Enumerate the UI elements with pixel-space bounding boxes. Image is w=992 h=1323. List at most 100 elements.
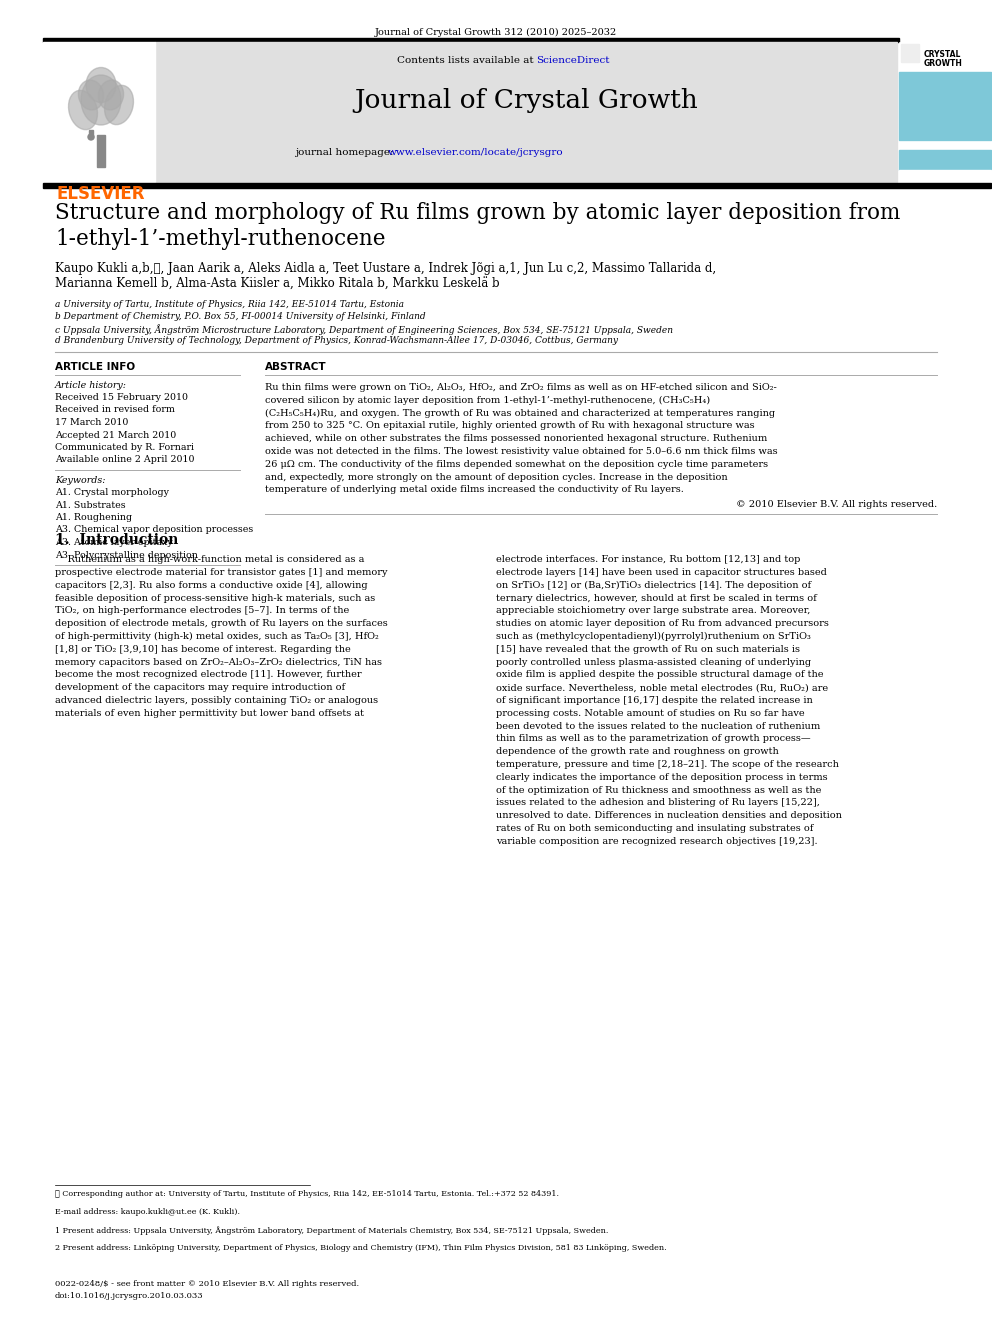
Bar	[901, 44, 919, 62]
Text: been devoted to the issues related to the nucleation of ruthenium: been devoted to the issues related to th…	[496, 721, 820, 730]
Bar	[899, 42, 991, 183]
Text: appreciable stoichiometry over large substrate area. Moreover,: appreciable stoichiometry over large sub…	[496, 606, 810, 615]
Text: A3. Chemical vapor deposition processes: A3. Chemical vapor deposition processes	[55, 525, 253, 534]
Bar	[43, 38, 899, 42]
Text: temperature of underlying metal oxide films increased the conductivity of Ru lay: temperature of underlying metal oxide fi…	[265, 486, 683, 495]
Text: © 2010 Elsevier B.V. All rights reserved.: © 2010 Elsevier B.V. All rights reserved…	[736, 500, 937, 509]
Text: Structure and morphology of Ru films grown by atomic layer deposition from: Structure and morphology of Ru films gro…	[55, 202, 901, 224]
Text: [15] have revealed that the growth of Ru on such materials is: [15] have revealed that the growth of Ru…	[496, 644, 800, 654]
Text: Received 15 February 2010: Received 15 February 2010	[55, 393, 188, 402]
Text: covered silicon by atomic layer deposition from 1-ethyl-1’-methyl-ruthenocene, (: covered silicon by atomic layer depositi…	[265, 396, 710, 405]
Bar	[899, 142, 991, 149]
Text: temperature, pressure and time [2,18–21]. The scope of the research: temperature, pressure and time [2,18–21]…	[496, 759, 839, 769]
Text: A1. Crystal morphology: A1. Crystal morphology	[55, 488, 169, 497]
Bar	[899, 149, 991, 169]
Text: variable composition are recognized research objectives [19,23].: variable composition are recognized rese…	[496, 837, 817, 845]
Text: [1,8] or TiO₂ [3,9,10] has become of interest. Regarding the: [1,8] or TiO₂ [3,9,10] has become of int…	[55, 644, 351, 654]
Text: a University of Tartu, Institute of Physics, Riia 142, EE-51014 Tartu, Estonia: a University of Tartu, Institute of Phys…	[55, 300, 404, 310]
Text: GROWTH: GROWTH	[924, 60, 963, 67]
Text: prospective electrode material for transistor gates [1] and memory: prospective electrode material for trans…	[55, 568, 388, 577]
Text: 1-ethyl-1’-methyl-ruthenocene: 1-ethyl-1’-methyl-ruthenocene	[55, 228, 386, 250]
Ellipse shape	[104, 86, 134, 124]
Text: Contents lists available at: Contents lists available at	[397, 56, 537, 65]
Ellipse shape	[78, 81, 103, 110]
Bar	[89, 130, 93, 138]
Text: journal homepage:: journal homepage:	[295, 148, 397, 157]
Text: achieved, while on other substrates the films possessed nonoriented hexagonal st: achieved, while on other substrates the …	[265, 434, 767, 443]
Text: poorly controlled unless plasma-assisted cleaning of underlying: poorly controlled unless plasma-assisted…	[496, 658, 811, 667]
Text: b Department of Chemistry, P.O. Box 55, FI-00014 University of Helsinki, Finland: b Department of Chemistry, P.O. Box 55, …	[55, 312, 426, 321]
Bar	[155, 42, 897, 183]
Text: dependence of the growth rate and roughness on growth: dependence of the growth rate and roughn…	[496, 747, 779, 757]
Ellipse shape	[86, 67, 116, 102]
Text: Received in revised form: Received in revised form	[55, 406, 175, 414]
Text: (C₂H₅C₅H₄)Ru, and oxygen. The growth of Ru was obtained and characterized at tem: (C₂H₅C₅H₄)Ru, and oxygen. The growth of …	[265, 409, 775, 418]
Text: on SrTiO₃ [12] or (Ba,Sr)TiO₃ dielectrics [14]. The deposition of: on SrTiO₃ [12] or (Ba,Sr)TiO₃ dielectric…	[496, 581, 811, 590]
Text: ScienceDirect: ScienceDirect	[536, 56, 609, 65]
Text: development of the capacitors may require introduction of: development of the capacitors may requir…	[55, 683, 345, 692]
Ellipse shape	[98, 81, 124, 110]
Text: E-mail address: kaupo.kukli@ut.ee (K. Kukli).: E-mail address: kaupo.kukli@ut.ee (K. Ku…	[55, 1208, 240, 1216]
Text: studies on atomic layer deposition of Ru from advanced precursors: studies on atomic layer deposition of Ru…	[496, 619, 829, 628]
Text: doi:10.1016/j.jcrysgro.2010.03.033: doi:10.1016/j.jcrysgro.2010.03.033	[55, 1293, 203, 1301]
Text: 1 Present address: Uppsala University, Ångström Laboratory, Department of Materi: 1 Present address: Uppsala University, Å…	[55, 1226, 608, 1234]
Text: Marianna Kemell b, Alma-Asta Kiisler a, Mikko Ritala b, Markku Leskelä b: Marianna Kemell b, Alma-Asta Kiisler a, …	[55, 278, 500, 291]
Text: CRYSTAL: CRYSTAL	[924, 50, 961, 60]
Text: unresolved to date. Differences in nucleation densities and deposition: unresolved to date. Differences in nucle…	[496, 811, 842, 820]
Text: processing costs. Notable amount of studies on Ru so far have: processing costs. Notable amount of stud…	[496, 709, 805, 718]
Text: Accepted 21 March 2010: Accepted 21 March 2010	[55, 430, 177, 439]
Bar	[43, 183, 991, 188]
Text: c Uppsala University, Ångström Microstructure Laboratory, Department of Engineer: c Uppsala University, Ångström Microstru…	[55, 324, 673, 335]
Text: ELSEVIER: ELSEVIER	[57, 185, 145, 202]
Text: of high-permittivity (high-k) metal oxides, such as Ta₂O₅ [3], HfO₂: of high-permittivity (high-k) metal oxid…	[55, 632, 379, 642]
Text: Kaupo Kukli a,b,⋆, Jaan Aarik a, Aleks Aidla a, Teet Uustare a, Indrek Jõgi a,1,: Kaupo Kukli a,b,⋆, Jaan Aarik a, Aleks A…	[55, 262, 716, 275]
Text: become the most recognized electrode [11]. However, further: become the most recognized electrode [11…	[55, 671, 362, 680]
Ellipse shape	[68, 90, 97, 130]
Text: electrode interfaces. For instance, Ru bottom [12,13] and top: electrode interfaces. For instance, Ru b…	[496, 556, 801, 564]
Text: advanced dielectric layers, possibly containing TiO₂ or analogous: advanced dielectric layers, possibly con…	[55, 696, 378, 705]
Text: Communicated by R. Fornari: Communicated by R. Fornari	[55, 443, 194, 452]
Text: from 250 to 325 °C. On epitaxial rutile, highly oriented growth of Ru with hexag: from 250 to 325 °C. On epitaxial rutile,…	[265, 422, 755, 430]
Text: oxide film is applied despite the possible structural damage of the: oxide film is applied despite the possib…	[496, 671, 823, 680]
Text: and, expectedly, more strongly on the amount of deposition cycles. Increase in t: and, expectedly, more strongly on the am…	[265, 472, 727, 482]
Text: issues related to the adhesion and blistering of Ru layers [15,22],: issues related to the adhesion and blist…	[496, 798, 819, 807]
Text: Journal of Crystal Growth: Journal of Crystal Growth	[354, 89, 698, 112]
Text: memory capacitors based on ZrO₂–Al₂O₃–ZrO₂ dielectrics, TiN has: memory capacitors based on ZrO₂–Al₂O₃–Zr…	[55, 658, 382, 667]
Bar	[899, 71, 991, 140]
Text: TiO₂, on high-performance electrodes [5–7]. In terms of the: TiO₂, on high-performance electrodes [5–…	[55, 606, 349, 615]
Text: Article history:: Article history:	[55, 381, 127, 390]
Text: A1. Roughening: A1. Roughening	[55, 513, 132, 523]
Text: ABSTRACT: ABSTRACT	[265, 363, 326, 372]
Text: rates of Ru on both semiconducting and insulating substrates of: rates of Ru on both semiconducting and i…	[496, 824, 813, 833]
Text: feasible deposition of process-sensitive high-k materials, such as: feasible deposition of process-sensitive…	[55, 594, 375, 602]
Text: d Brandenburg University of Technology, Department of Physics, Konrad-Wachsmann-: d Brandenburg University of Technology, …	[55, 336, 618, 345]
Bar	[899, 169, 991, 183]
Text: Ruthenium as a high-work-function metal is considered as a: Ruthenium as a high-work-function metal …	[55, 556, 364, 564]
Text: A3. Atomic layer epitaxy: A3. Atomic layer epitaxy	[55, 538, 173, 546]
Text: capacitors [2,3]. Ru also forms a conductive oxide [4], allowing: capacitors [2,3]. Ru also forms a conduc…	[55, 581, 368, 590]
Bar	[43, 42, 155, 183]
Text: clearly indicates the importance of the deposition process in terms: clearly indicates the importance of the …	[496, 773, 827, 782]
Text: deposition of electrode metals, growth of Ru layers on the surfaces: deposition of electrode metals, growth o…	[55, 619, 388, 628]
Text: thin films as well as to the parametrization of growth process—: thin films as well as to the parametriza…	[496, 734, 810, 744]
Text: Keywords:: Keywords:	[55, 476, 105, 486]
Text: materials of even higher permittivity but lower band offsets at: materials of even higher permittivity bu…	[55, 709, 364, 718]
Text: of significant importance [16,17] despite the related increase in: of significant importance [16,17] despit…	[496, 696, 812, 705]
Text: 17 March 2010: 17 March 2010	[55, 418, 128, 427]
Text: ternary dielectrics, however, should at first be scaled in terms of: ternary dielectrics, however, should at …	[496, 594, 816, 602]
Text: www.elsevier.com/locate/jcrysgro: www.elsevier.com/locate/jcrysgro	[388, 148, 563, 157]
Text: A3. Polycrystalline deposition: A3. Polycrystalline deposition	[55, 550, 197, 560]
Text: such as (methylcyclopentadienyl)(pyrrolyl)ruthenium on SrTiO₃: such as (methylcyclopentadienyl)(pyrroly…	[496, 632, 810, 642]
Text: Ru thin films were grown on TiO₂, Al₂O₃, HfO₂, and ZrO₂ films as well as on HF-e: Ru thin films were grown on TiO₂, Al₂O₃,…	[265, 382, 777, 392]
Text: 26 μΩ cm. The conductivity of the films depended somewhat on the deposition cycl: 26 μΩ cm. The conductivity of the films …	[265, 460, 768, 468]
Text: oxide surface. Nevertheless, noble metal electrodes (Ru, RuO₂) are: oxide surface. Nevertheless, noble metal…	[496, 683, 828, 692]
Text: Available online 2 April 2010: Available online 2 April 2010	[55, 455, 194, 464]
Bar	[97, 135, 105, 167]
Text: 2 Present address: Linköping University, Department of Physics, Biology and Chem: 2 Present address: Linköping University,…	[55, 1244, 667, 1252]
Text: ARTICLE INFO: ARTICLE INFO	[55, 363, 135, 372]
Circle shape	[88, 134, 94, 140]
Text: Journal of Crystal Growth 312 (2010) 2025–2032: Journal of Crystal Growth 312 (2010) 202…	[375, 28, 617, 37]
Text: electrode layers [14] have been used in capacitor structures based: electrode layers [14] have been used in …	[496, 568, 827, 577]
Text: oxide was not detected in the films. The lowest resistivity value obtained for 5: oxide was not detected in the films. The…	[265, 447, 778, 456]
Text: 1.  Introduction: 1. Introduction	[55, 533, 179, 548]
